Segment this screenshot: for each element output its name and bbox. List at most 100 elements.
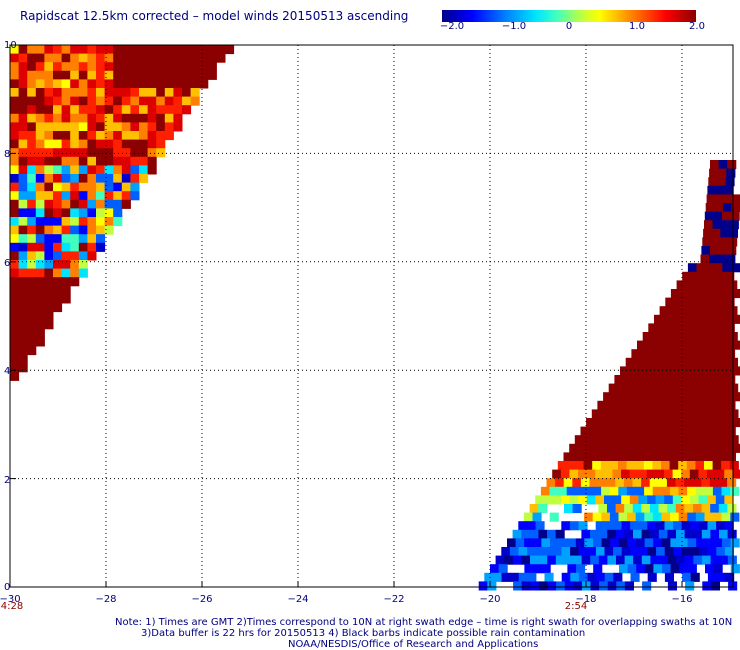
wind-cell <box>601 486 611 496</box>
wind-cell <box>619 564 629 574</box>
wind-cell <box>610 538 620 548</box>
wind-cell <box>575 486 585 496</box>
wind-cell <box>695 486 705 496</box>
wind-cell <box>18 354 28 364</box>
wind-cell <box>147 139 157 149</box>
wind-cell <box>556 581 566 591</box>
wind-cell <box>593 564 603 574</box>
wind-cell <box>113 139 123 149</box>
wind-cell <box>512 529 522 539</box>
wind-cell <box>649 400 659 410</box>
wind-cell <box>130 122 140 132</box>
wind-cell <box>593 538 603 548</box>
wind-cell <box>651 383 661 393</box>
wind-cell <box>35 320 45 330</box>
wind-cell <box>657 349 667 359</box>
wind-cell <box>640 349 650 359</box>
wind-cell <box>61 217 71 227</box>
wind-cell <box>607 529 617 539</box>
wind-cell <box>674 400 684 410</box>
wind-cell <box>182 62 192 72</box>
wind-cell <box>726 452 736 462</box>
wind-cell <box>53 62 63 72</box>
wind-cell <box>164 62 174 72</box>
wind-cell <box>592 512 602 522</box>
wind-cell <box>678 486 688 496</box>
wind-cell <box>721 461 731 471</box>
wind-cell <box>18 251 28 261</box>
wind-cell <box>113 88 123 98</box>
wind-cell <box>512 555 522 565</box>
wind-cell <box>182 53 192 63</box>
wind-cell <box>714 314 724 324</box>
wind-cell <box>687 564 697 574</box>
wind-cell <box>10 346 20 356</box>
wind-cell <box>685 306 695 316</box>
wind-cell <box>10 217 20 227</box>
wind-cell <box>618 512 628 522</box>
wind-cell <box>113 62 123 72</box>
wind-cell <box>599 581 609 591</box>
wind-cell <box>78 88 88 98</box>
wind-cell <box>595 521 605 531</box>
wind-cell <box>547 581 557 591</box>
wind-cell <box>731 340 740 350</box>
wind-cell <box>694 306 704 316</box>
wind-cell <box>35 70 45 80</box>
wind-cell <box>624 581 634 591</box>
wind-cell <box>87 148 97 158</box>
wind-cell <box>225 45 235 55</box>
wind-cell <box>684 478 694 488</box>
wind-cell <box>70 165 80 175</box>
wind-cell <box>139 45 149 55</box>
wind-cell <box>44 303 54 313</box>
wind-cell <box>667 581 677 591</box>
wind-cell <box>70 79 80 89</box>
wind-cell <box>70 70 80 80</box>
wind-cell <box>690 572 700 582</box>
wind-cell <box>685 332 695 342</box>
colorbar-tick: 0 <box>565 21 573 32</box>
wind-cell <box>706 418 716 428</box>
wind-cell <box>673 547 683 557</box>
wind-cell <box>61 225 71 235</box>
wind-cell <box>61 105 71 115</box>
wind-cell <box>130 88 140 98</box>
wind-cell <box>53 131 63 141</box>
wind-cell <box>607 504 617 514</box>
wind-cell <box>44 70 54 80</box>
wind-cell <box>689 418 699 428</box>
wind-cell <box>664 495 674 505</box>
wind-cell <box>70 191 80 201</box>
wind-cell <box>104 217 114 227</box>
wind-cell <box>557 461 567 471</box>
wind-cell <box>164 113 174 123</box>
wind-cell <box>87 225 97 235</box>
wind-cell <box>710 237 720 247</box>
wind-cell <box>629 469 639 479</box>
axis-ticks <box>9 44 683 588</box>
wind-cell <box>35 191 45 201</box>
note-line-1: Note: 1) Times are GMT 2)Times correspon… <box>115 617 733 628</box>
wind-cell <box>190 53 200 63</box>
wind-cell <box>61 285 71 295</box>
wind-cell <box>697 366 707 376</box>
wind-cell <box>121 131 131 141</box>
wind-cell <box>609 486 619 496</box>
wind-cell <box>44 251 54 261</box>
wind-cell <box>681 521 691 531</box>
wind-cell <box>563 452 573 462</box>
wind-cell <box>698 443 708 453</box>
wind-cell <box>708 323 718 333</box>
wind-cell <box>631 375 641 385</box>
wind-cell <box>717 323 727 333</box>
wind-cell <box>723 392 733 402</box>
wind-cell <box>190 45 200 55</box>
wind-cell <box>130 191 140 201</box>
wind-cell <box>53 217 63 227</box>
wind-cell <box>18 260 28 270</box>
wind-cell <box>104 225 114 235</box>
wind-cell <box>53 225 63 235</box>
wind-cell <box>601 512 611 522</box>
wind-cell <box>130 148 140 158</box>
